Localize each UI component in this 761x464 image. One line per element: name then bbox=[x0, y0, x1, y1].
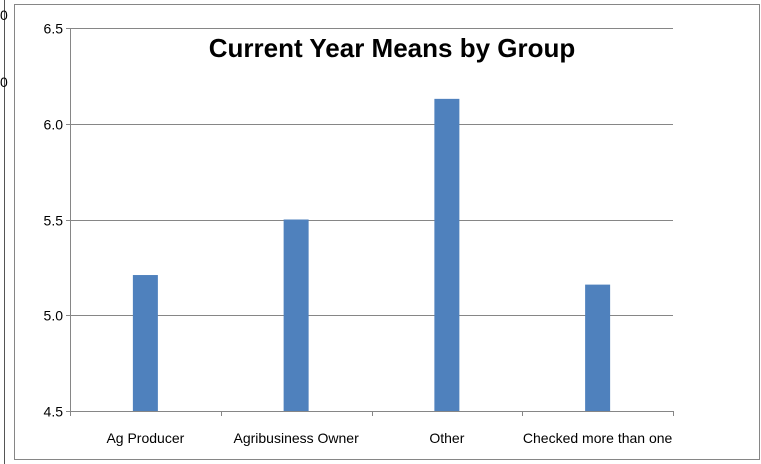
x-tick-label: Other bbox=[429, 430, 464, 446]
y-tick-label: 6.5 bbox=[44, 21, 64, 37]
bar bbox=[585, 284, 611, 411]
gridlines bbox=[70, 28, 673, 316]
left-edge-fragment-1: 0 bbox=[0, 7, 8, 23]
y-tick-label: 5.0 bbox=[44, 308, 64, 324]
bar bbox=[434, 98, 460, 411]
x-tick-label: Ag Producer bbox=[106, 430, 184, 446]
bar bbox=[283, 219, 309, 411]
y-tick-label: 5.5 bbox=[44, 213, 64, 229]
left-edge-fragment-2: 0 bbox=[0, 74, 8, 90]
chart-title: Current Year Means by Group bbox=[209, 33, 576, 63]
x-tick-label: Agribusiness Owner bbox=[233, 430, 359, 446]
y-tick-labels: 4.5 5.0 5.5 6.0 6.5 bbox=[44, 21, 64, 420]
bars bbox=[132, 98, 611, 411]
chart-border bbox=[14, 4, 760, 460]
y-tick-label: 4.5 bbox=[44, 404, 64, 420]
bar bbox=[132, 275, 158, 411]
y-tick-label: 6.0 bbox=[44, 117, 64, 133]
x-tick-labels: Ag Producer Agribusiness Owner Other Checke… bbox=[106, 430, 672, 446]
x-tick-label: Checked more than one bbox=[523, 430, 673, 446]
axes bbox=[66, 28, 674, 416]
